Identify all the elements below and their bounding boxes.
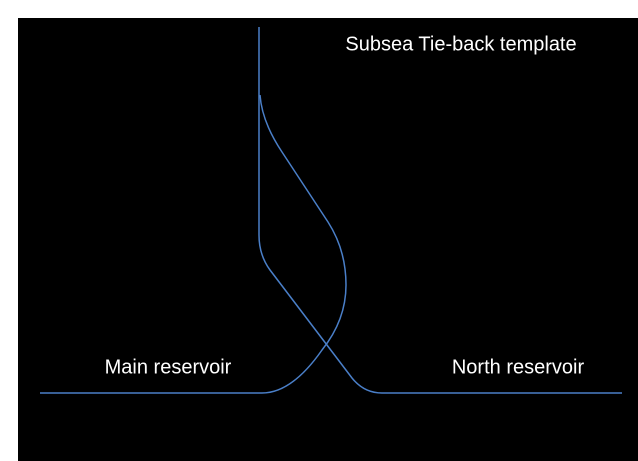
background (18, 18, 638, 461)
well-path-north (258, 27, 622, 394)
right-label: North reservoir (452, 356, 585, 378)
well-path-main (40, 94, 347, 394)
left-label: Main reservoir (105, 356, 232, 378)
title: Subsea Tie-back template (345, 33, 576, 55)
